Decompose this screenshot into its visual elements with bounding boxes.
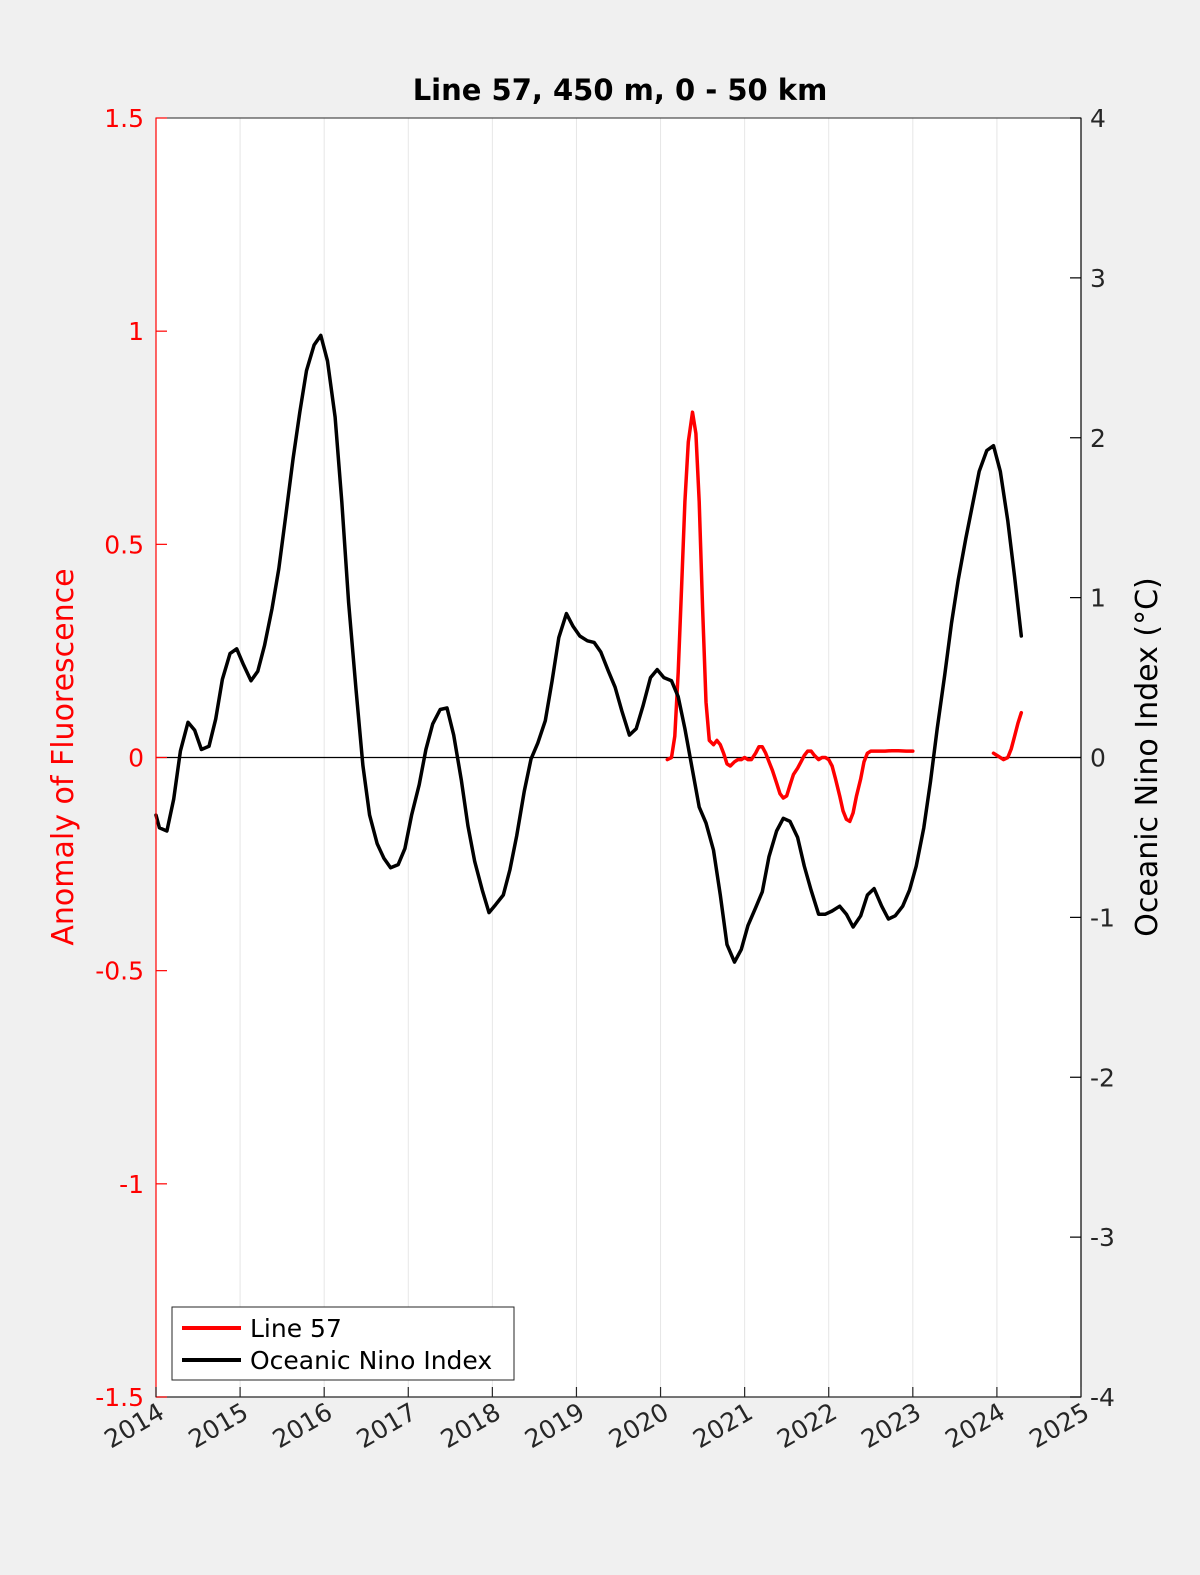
y-left-tick-label: 1	[128, 317, 144, 346]
series-layer	[154, 333, 1024, 964]
y-right-tick-label: 3	[1090, 264, 1106, 293]
x-tick-label: 2017	[352, 1397, 422, 1454]
series-line-line-57-segment-1	[665, 410, 915, 824]
y-right-tick-label: -4	[1090, 1383, 1115, 1412]
x-tick-label: 2015	[183, 1397, 253, 1454]
y-right-tick-label: -2	[1090, 1063, 1115, 1092]
x-tick-label: 2016	[268, 1397, 338, 1454]
y-left-tick-label: -0.5	[95, 957, 144, 986]
y-right-tick-label: -3	[1090, 1223, 1115, 1252]
y-right-tick-label: -1	[1090, 903, 1115, 932]
x-tick-label: 2021	[688, 1397, 758, 1454]
y-left-tick-label: -1.5	[95, 1383, 144, 1412]
legend-label-line-57: Line 57	[250, 1314, 342, 1343]
y-right-tick-label: 4	[1090, 104, 1106, 133]
series-line-oceanic-nino-index-segment-1	[154, 333, 1024, 964]
y-axis-left-label: Anomaly of Fluorescence	[46, 568, 81, 945]
legend-label-oceanic-nino-index: Oceanic Nino Index	[250, 1346, 492, 1375]
legend[interactable]: Line 57 Oceanic Nino Index	[171, 1306, 515, 1381]
y-left-tick-label: 1.5	[104, 104, 144, 133]
y-left-tick-label: 0.5	[104, 530, 144, 559]
y-left-tick-label: 0	[128, 744, 144, 773]
x-tick-label: 2018	[436, 1397, 506, 1454]
x-tick-label: 2025	[1024, 1397, 1094, 1454]
x-tick-label: 2023	[856, 1397, 926, 1454]
y-axis-right-label: Oceanic Nino Index (°C)	[1130, 577, 1165, 937]
y-right-tick-label: 0	[1090, 744, 1106, 773]
y-right-tick-label: 1	[1090, 584, 1106, 613]
y-right-tick-label: 2	[1090, 424, 1106, 453]
x-tick-label: 2020	[604, 1397, 674, 1454]
x-tick-label: 2024	[940, 1397, 1010, 1454]
y-left-tick-label: -1	[119, 1170, 144, 1199]
x-tick-label: 2022	[772, 1397, 842, 1454]
legend-box	[171, 1306, 515, 1381]
series-line-line-57-segment-2	[991, 710, 1024, 762]
x-tick-label: 2019	[520, 1397, 590, 1454]
chart-title: Line 57, 450 m, 0 - 50 km	[413, 73, 828, 107]
